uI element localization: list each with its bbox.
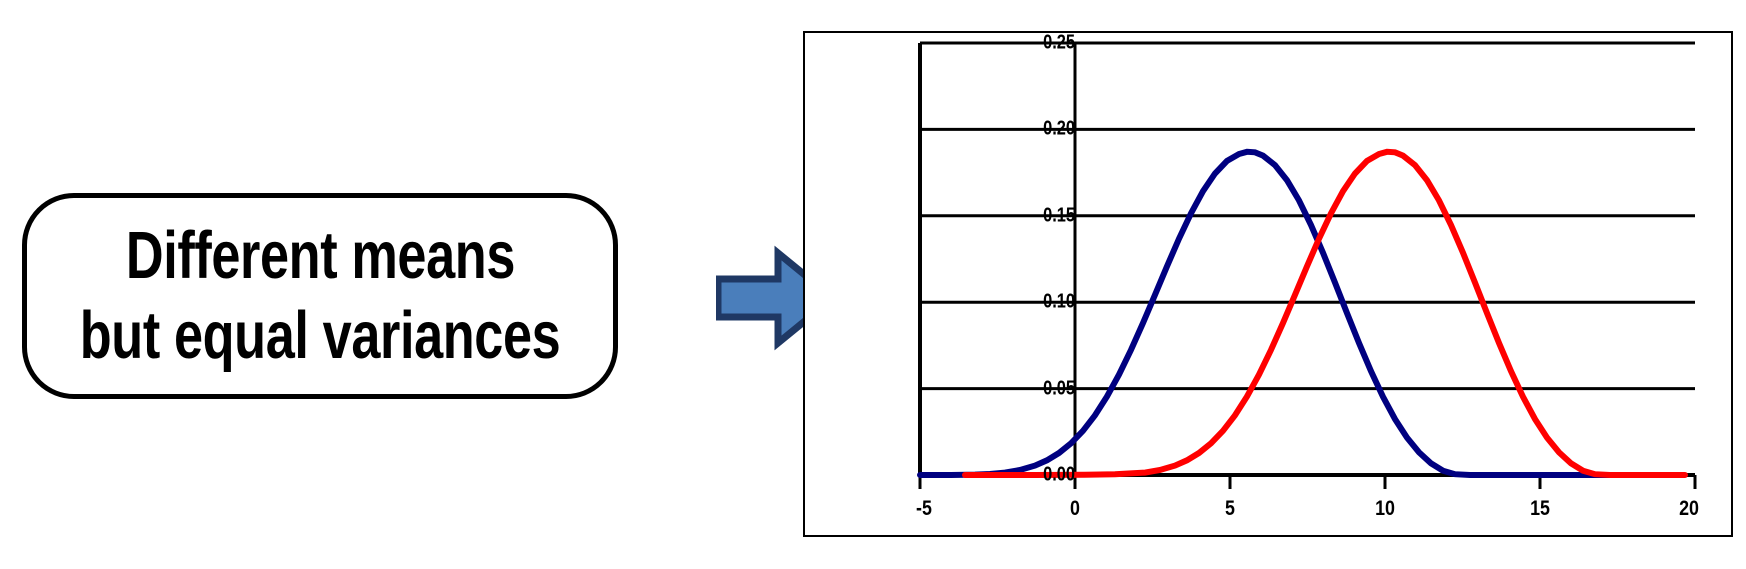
series-line-distribution-1 <box>917 148 1628 478</box>
callout-rounded-box: Different means but equal variances <box>22 193 618 399</box>
y-gridlines <box>920 41 1695 391</box>
xtick-label-4: 15 <box>1530 497 1550 520</box>
callout-line-1: Different means <box>125 218 515 293</box>
ytick-label-3: 0.10 <box>1043 290 1075 313</box>
ytick-label-4: 0.05 <box>1043 377 1075 400</box>
xtick-label-0: -5 <box>916 497 932 520</box>
ytick-label-0: 0.25 <box>1043 31 1075 54</box>
xtick-label-1: 0 <box>1070 497 1080 520</box>
xtick-label-2: 5 <box>1225 497 1235 520</box>
callout-line-2: but equal variances <box>79 298 561 373</box>
series-line-distribution-2 <box>962 148 1688 478</box>
chart-plot <box>917 41 1697 489</box>
ytick-label-5: 0.00 <box>1043 463 1075 486</box>
ytick-label-2: 0.15 <box>1043 204 1075 227</box>
xtick-label-5: 20 <box>1679 497 1699 520</box>
chart-container: 0.25 0.20 0.15 0.10 0.05 0.00 -5 0 5 10 … <box>803 31 1733 537</box>
ytick-label-1: 0.20 <box>1043 117 1075 140</box>
xtick-label-3: 10 <box>1375 497 1395 520</box>
